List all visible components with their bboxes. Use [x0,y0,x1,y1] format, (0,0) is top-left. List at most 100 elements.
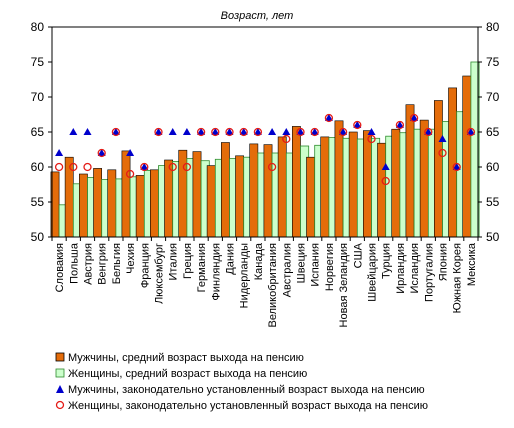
y-tick-label-right: 70 [486,90,500,104]
marker-men-statutory [424,128,433,135]
marker-men-statutory [225,128,234,135]
legend-swatch [55,368,65,378]
marker-men-statutory [197,128,206,135]
marker-men-statutory [282,128,291,135]
bar-men-average [419,119,429,238]
marker-men-statutory [69,128,78,135]
marker-men-statutory [395,121,404,128]
marker-men-statutory [310,128,319,135]
marker-women-statutory [310,127,319,137]
marker-women-statutory [125,169,135,179]
bar-men-average [320,136,330,238]
marker-women-statutory [54,162,64,172]
bar-men-average [306,156,315,238]
marker-men-statutory [97,149,106,156]
bar-men-average [377,142,386,238]
category-label: Люксембург [154,243,166,304]
bar-men-average [348,131,358,238]
category-label: Дания [225,243,237,275]
category-label: Чехия [125,243,137,274]
marker-women-statutory [196,127,206,137]
bar-men-average [277,136,287,238]
marker-men-statutory [154,128,163,135]
legend-label: Женщины, средний возраст выхода на пенси… [68,368,307,380]
category-label: Финляндия [210,243,222,301]
legend: Мужчины, средний возраст выхода на пенси… [55,352,428,412]
bar-men-average [107,169,117,238]
bar-men-average [448,87,457,238]
marker-women-statutory [225,127,234,137]
marker-men-statutory [410,114,419,121]
category-label: Япония [438,243,450,281]
marker-women-statutory [438,148,447,158]
y-tick-label-left: 75 [31,55,45,69]
category-label: Испания [310,243,322,287]
marker-men-statutory [268,128,277,135]
y-tick-label-right: 50 [486,230,500,244]
legend-swatch [56,385,64,393]
bar-men-average [391,128,401,238]
y-tick-label-right: 60 [486,160,500,174]
bar-men-average [433,100,443,238]
marker-women-statutory [97,148,106,158]
bar-men-average [93,168,102,238]
y-tick-label-left: 60 [31,160,45,174]
bar-men-average [135,175,145,238]
bar-men-average [462,75,472,238]
category-label: Португалия [423,243,435,302]
category-label: Швеция [296,243,308,283]
category-label: Австрия [83,243,95,285]
marker-women-statutory [154,127,163,137]
bar-men-average [121,150,131,238]
category-label: Франция [139,243,151,288]
category-label: Канада [253,242,265,280]
marker-men-statutory [438,135,447,142]
marker-men-statutory [111,128,120,135]
marker-men-statutory [126,149,135,156]
bar-men-average [192,151,202,238]
bar-men-average [64,156,74,238]
y-tick-label-right: 75 [486,55,500,69]
category-label: Греция [182,243,194,279]
bar-men-average [150,169,159,238]
marker-women-statutory [69,162,78,172]
marker-women-statutory [324,113,334,123]
marker-women-statutory [282,134,291,144]
marker-men-statutory [452,163,461,170]
marker-women-statutory [338,127,348,137]
category-label: Венгрия [97,243,109,285]
bar-men-average [263,144,273,238]
marker-women-statutory [452,162,461,172]
marker-women-statutory [83,162,92,172]
category-label: Мексика [466,242,478,286]
y-tick-label-right: 80 [486,20,500,34]
marker-women-statutory [140,162,149,172]
marker-women-statutory [381,176,390,186]
marker-women-statutory [424,127,433,137]
bar-men-average [249,143,259,238]
legend-label: Мужчины, законодательно установленный во… [68,384,425,396]
marker-women-statutory [168,162,177,172]
bar-men-average [334,120,344,238]
category-label: Турция [381,243,393,279]
marker-men-statutory [367,128,376,135]
category-label: Нидерланды [239,243,251,308]
marker-women-statutory [409,113,419,123]
legend-label: Женщины, законодательно установленный во… [68,400,428,412]
marker-women-statutory [353,120,362,130]
marker-men-statutory [239,128,248,135]
marker-men-statutory [339,128,348,135]
bar-men-average [291,126,301,238]
axes-layer: 50 50 55 55 60 60 65 65 70 70 75 75 80 80 Словакия Поль… [31,20,500,327]
category-label: Исландия [409,243,421,294]
category-label: США [352,242,364,268]
marker-men-statutory [296,128,305,135]
bar-men-average [164,159,173,238]
bar-men-average [362,130,372,238]
marker-men-statutory [83,128,92,135]
bar-men-average [235,155,244,238]
y-tick-label-left: 55 [31,195,45,209]
marker-women-statutory [367,134,376,144]
marker-men-statutory [168,128,177,135]
